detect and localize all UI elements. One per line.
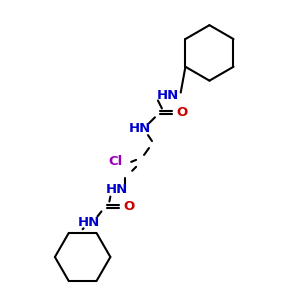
Text: HN: HN	[157, 89, 179, 102]
Text: HN: HN	[106, 183, 128, 196]
Text: O: O	[124, 200, 135, 213]
Text: HN: HN	[77, 216, 100, 229]
Text: O: O	[176, 106, 187, 119]
Text: HN: HN	[129, 122, 151, 135]
Text: Cl: Cl	[108, 155, 122, 168]
